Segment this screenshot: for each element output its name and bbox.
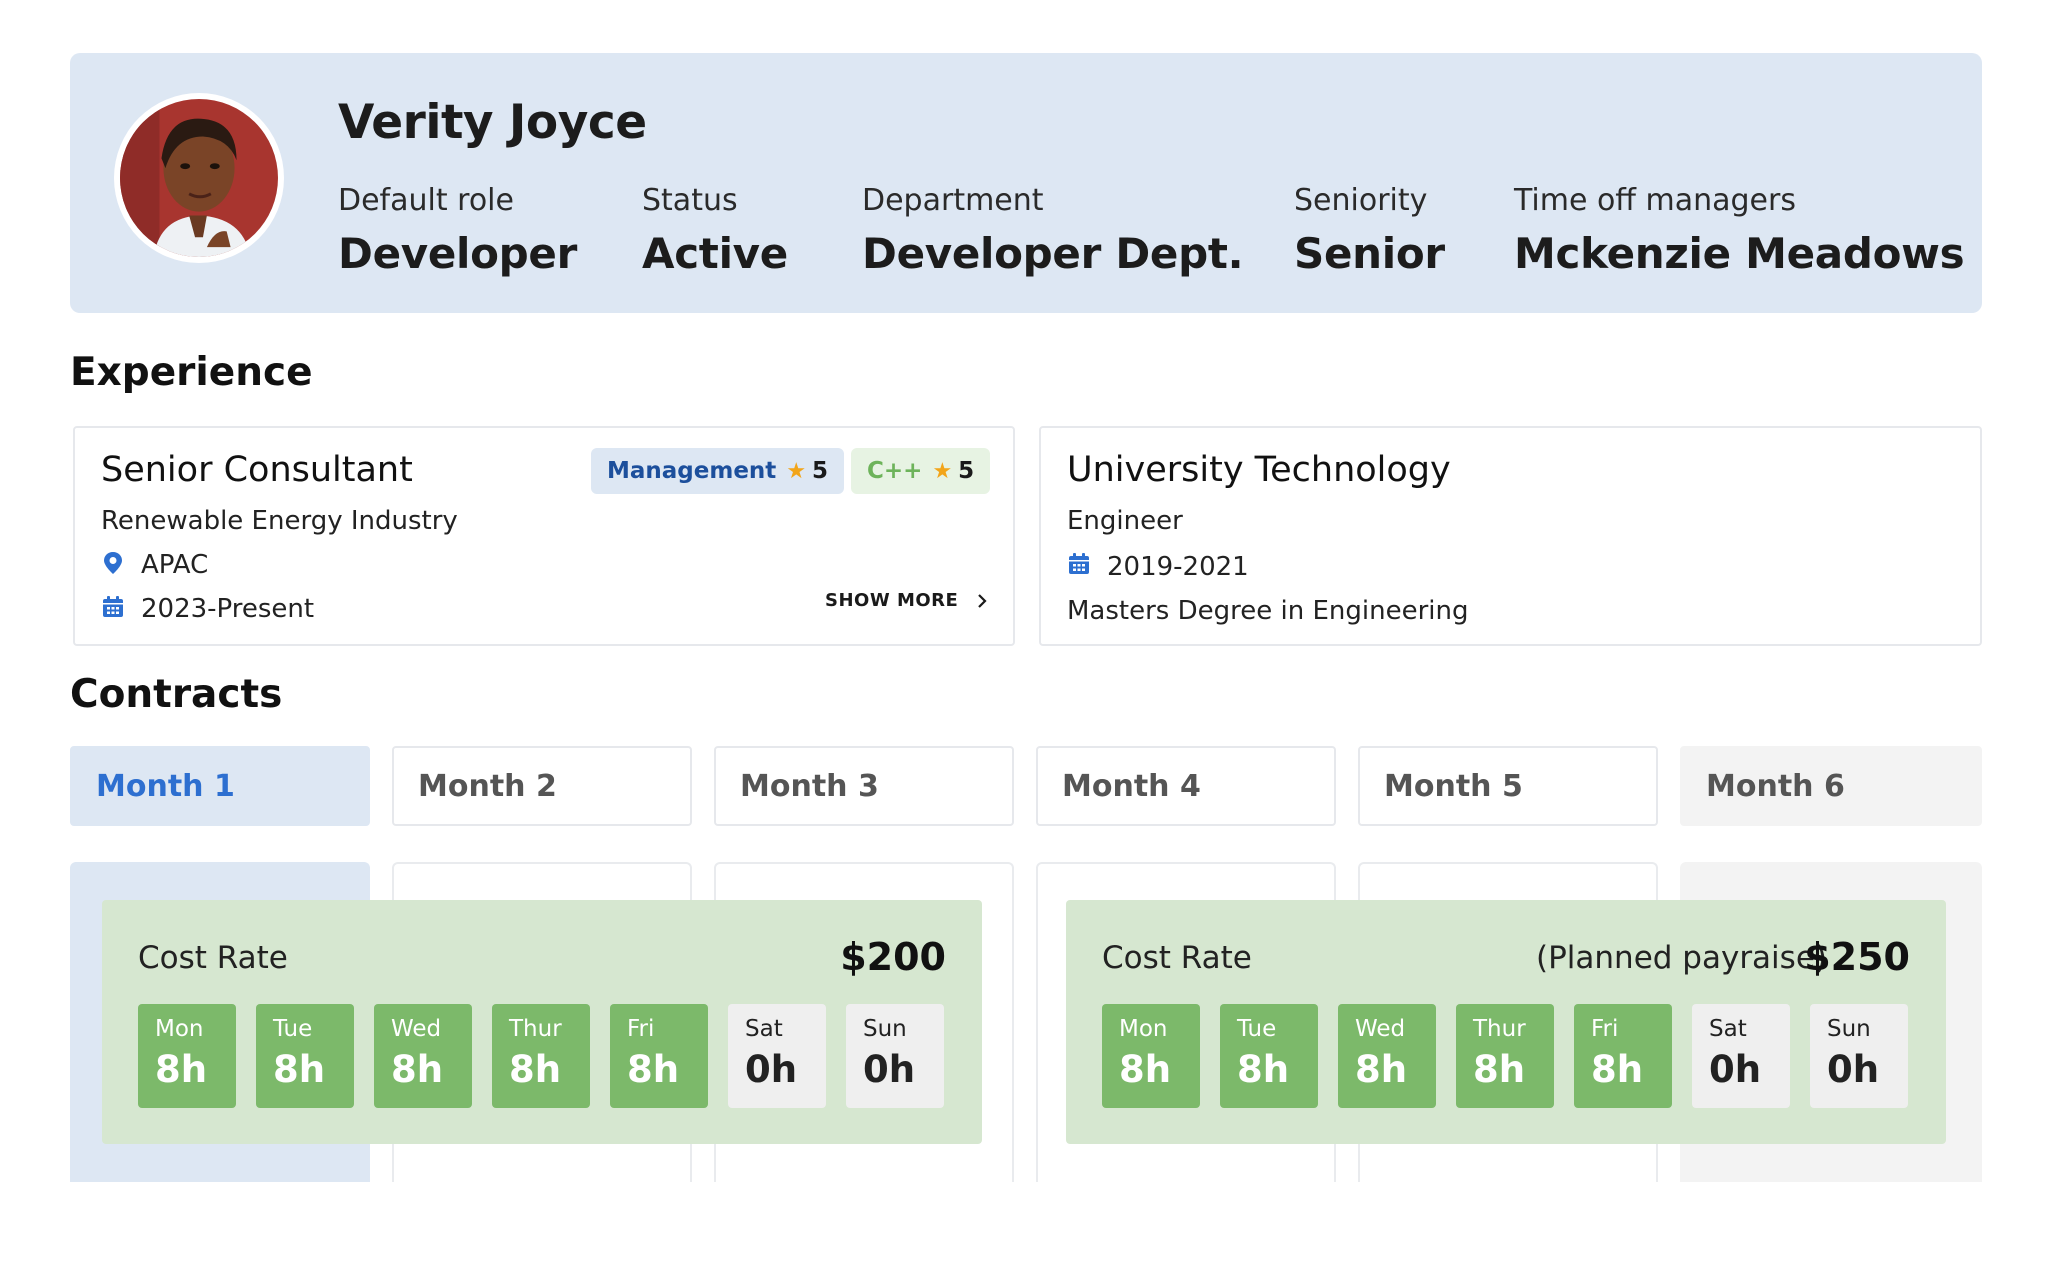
- job-period: 2023-Present: [141, 594, 315, 624]
- job-title: Senior Consultant: [101, 450, 413, 490]
- day-hours: 0h: [745, 1048, 798, 1091]
- day-name: Fri: [1591, 1016, 1619, 1042]
- day-hours: 8h: [1237, 1048, 1290, 1091]
- day-name: Mon: [155, 1016, 204, 1042]
- day-hours: 8h: [273, 1048, 326, 1091]
- day-chip-fri: Fri 8h: [610, 1004, 708, 1108]
- day-hours: 8h: [627, 1048, 680, 1091]
- cost-rate-panel: Cost Rate $200 Mon 8h Tue 8h Wed 8h Thur 8h …: [102, 900, 982, 1144]
- cost-rate-label: Cost Rate: [1102, 940, 1252, 976]
- day-chip-wed: Wed 8h: [374, 1004, 472, 1108]
- day-hours: 8h: [509, 1048, 562, 1091]
- default-role-value: Developer: [338, 229, 578, 278]
- skill-rating: 5: [958, 458, 975, 484]
- day-hours: 8h: [1473, 1048, 1526, 1091]
- tab-month-1[interactable]: Month 1: [70, 746, 370, 826]
- avatar-image: [120, 99, 278, 257]
- default-role-label: Default role: [338, 183, 514, 218]
- day-chip-sun: Sun 0h: [1810, 1004, 1908, 1108]
- cost-rate-label: Cost Rate: [138, 940, 288, 976]
- day-chip-fri: Fri 8h: [1574, 1004, 1672, 1108]
- experience-card-education[interactable]: University Technology Engineer 2019-2021…: [1039, 426, 1982, 646]
- day-chip-thur: Thur 8h: [492, 1004, 590, 1108]
- day-name: Sun: [863, 1016, 907, 1042]
- day-name: Wed: [1355, 1016, 1406, 1042]
- day-chip-tue: Tue 8h: [256, 1004, 354, 1108]
- day-hours: 0h: [1827, 1048, 1880, 1091]
- job-location: APAC: [141, 550, 209, 580]
- show-more-button[interactable]: SHOW MORE: [825, 590, 990, 611]
- day-hours: 8h: [391, 1048, 444, 1091]
- tab-month-2[interactable]: Month 2: [392, 746, 692, 826]
- day-chip-thur: Thur 8h: [1456, 1004, 1554, 1108]
- day-name: Thur: [1473, 1016, 1526, 1042]
- experience-heading: Experience: [70, 350, 313, 395]
- status-value: Active: [642, 229, 788, 278]
- tab-month-6[interactable]: Month 6: [1680, 746, 1982, 826]
- education-period: 2019-2021: [1107, 552, 1249, 582]
- day-hours: 0h: [1709, 1048, 1762, 1091]
- tab-month-4[interactable]: Month 4: [1036, 746, 1336, 826]
- job-industry: Renewable Energy Industry: [101, 506, 458, 536]
- show-more-label: SHOW MORE: [825, 590, 959, 611]
- location-pin-icon: [101, 551, 125, 575]
- day-chip-sun: Sun 0h: [846, 1004, 944, 1108]
- education-title: University Technology: [1067, 450, 1451, 490]
- day-name: Tue: [1237, 1016, 1277, 1042]
- day-name: Wed: [391, 1016, 442, 1042]
- tab-month-5[interactable]: Month 5: [1358, 746, 1658, 826]
- day-chip-mon: Mon 8h: [138, 1004, 236, 1108]
- star-icon: ★: [786, 458, 807, 484]
- day-hours: 0h: [863, 1048, 916, 1091]
- experience-card-job[interactable]: Senior Consultant Management ★ 5 C++ ★ 5…: [73, 426, 1015, 646]
- day-hours: 8h: [1591, 1048, 1644, 1091]
- skill-tag-label: C++: [867, 458, 923, 484]
- time-off-managers-value: Mckenzie Meadows: [1514, 229, 1965, 278]
- skill-tag-cpp[interactable]: C++ ★ 5: [851, 448, 991, 494]
- skill-tag-label: Management: [607, 458, 777, 484]
- day-name: Mon: [1119, 1016, 1168, 1042]
- profile-header: Verity Joyce Default role Developer Stat…: [70, 53, 1982, 313]
- status-label: Status: [642, 183, 738, 218]
- day-hours: 8h: [1355, 1048, 1408, 1091]
- chevron-right-icon: [974, 593, 990, 609]
- department-label: Department: [862, 183, 1044, 218]
- day-chip-sat: Sat 0h: [1692, 1004, 1790, 1108]
- day-chip-mon: Mon 8h: [1102, 1004, 1200, 1108]
- day-name: Sat: [1709, 1016, 1747, 1042]
- day-chip-sat: Sat 0h: [728, 1004, 826, 1108]
- avatar[interactable]: [114, 93, 284, 263]
- day-name: Sat: [745, 1016, 783, 1042]
- day-name: Sun: [1827, 1016, 1871, 1042]
- day-name: Fri: [627, 1016, 655, 1042]
- day-name: Tue: [273, 1016, 313, 1042]
- cost-rate-panel-planned: Cost Rate (Planned payraise) $250 Mon 8h …: [1066, 900, 1946, 1144]
- seniority-value: Senior: [1294, 229, 1445, 278]
- cost-rate-amount: $250: [1804, 935, 1910, 979]
- calendar-icon: [101, 595, 125, 619]
- day-hours: 8h: [155, 1048, 208, 1091]
- day-chip-wed: Wed 8h: [1338, 1004, 1436, 1108]
- person-name: Verity Joyce: [338, 95, 647, 150]
- contracts-heading: Contracts: [70, 672, 283, 717]
- skill-rating: 5: [812, 458, 829, 484]
- tab-month-3[interactable]: Month 3: [714, 746, 1014, 826]
- education-degree: Masters Degree in Engineering: [1067, 596, 1469, 626]
- skill-tag-management[interactable]: Management ★ 5: [591, 448, 845, 494]
- planned-payraise-note: (Planned payraise): [1536, 940, 1827, 976]
- seniority-label: Seniority: [1294, 183, 1428, 218]
- cost-rate-amount: $200: [840, 935, 946, 979]
- day-chip-tue: Tue 8h: [1220, 1004, 1318, 1108]
- calendar-icon: [1067, 552, 1091, 576]
- day-name: Thur: [509, 1016, 562, 1042]
- education-role: Engineer: [1067, 506, 1183, 536]
- time-off-managers-label: Time off managers: [1514, 183, 1796, 218]
- star-icon: ★: [932, 458, 953, 484]
- day-hours: 8h: [1119, 1048, 1172, 1091]
- department-value: Developer Dept.: [862, 229, 1244, 278]
